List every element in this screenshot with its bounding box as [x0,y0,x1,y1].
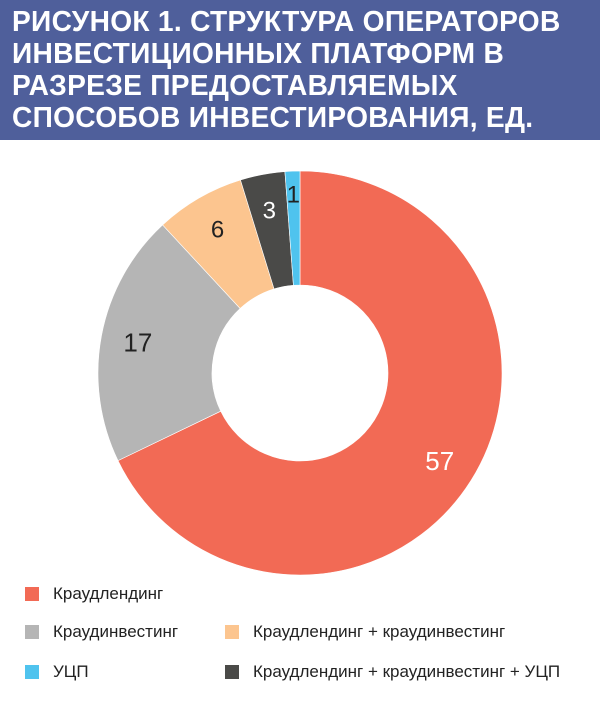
legend-item: Краудлендинг + краудинвестинг + УЦП [225,662,560,682]
legend-item: УЦП [25,662,89,682]
legend-label: УЦП [53,662,89,681]
legend-label: Краудинвестинг [53,622,179,641]
legend-item: Краудлендинг [25,584,163,604]
chart-legend: Краудлендинг Краудинвестинг Краудлендинг +… [0,575,600,695]
donut-chart: 57 17 6 31 [97,170,503,575]
slice-5 [284,170,301,286]
data-label-3: 6 [211,217,224,244]
legend-item: Краудинвестинг [25,622,178,642]
slice-2 [97,224,241,462]
legend-swatch [25,665,39,679]
chart-title: РИСУНОК 1. СТРУКТУРА ОПЕРАТОРОВ ИНВЕСТИЦ… [12,6,561,134]
data-label-1: 57 [425,446,454,476]
legend-item: Краудлендинг + краудинвестинг [225,622,505,642]
legend-label: Краудлендинг + краудинвестинг + УЦП [253,662,561,681]
data-label-4: 3 [263,197,276,224]
data-label-2: 17 [123,327,152,357]
slice-1 [117,170,503,575]
legend-swatch [25,625,39,639]
data-label-5: 1 [287,182,300,209]
legend-swatch [25,587,39,601]
legend-label: Краудлендинг + краудинвестинг [253,622,506,641]
legend-swatch [225,625,239,639]
legend-swatch [225,665,239,679]
legend-label: Краудлендинг [53,584,164,603]
title-banner: РИСУНОК 1. СТРУКТУРА ОПЕРАТОРОВ ИНВЕСТИЦ… [0,0,600,140]
